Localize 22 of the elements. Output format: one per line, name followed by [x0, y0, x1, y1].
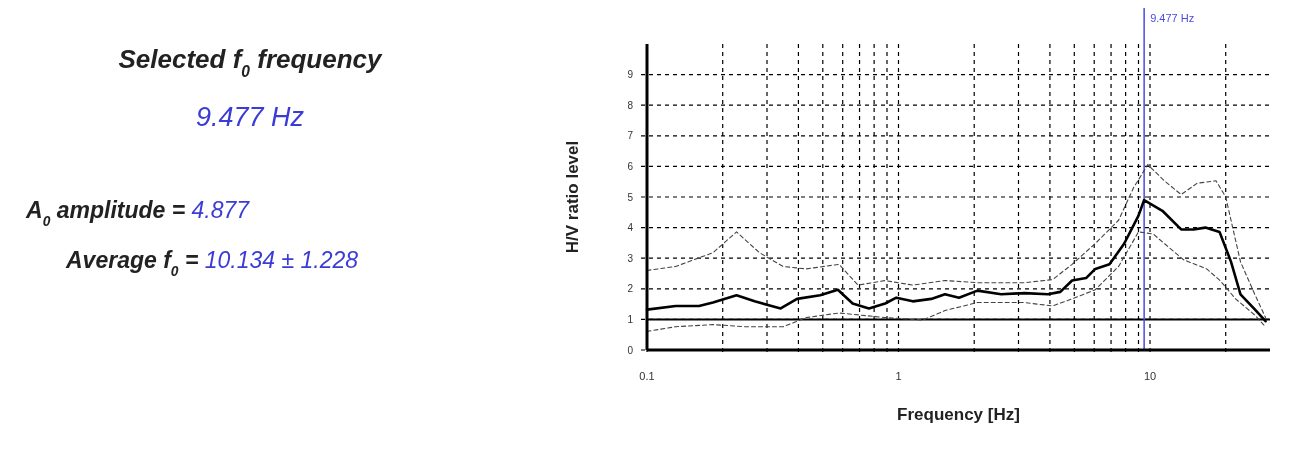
text: A$_{0}$ amplitude = — [25, 197, 192, 229]
text: 9.477 Hz — [195, 102, 305, 132]
x-tick-label: 1 — [895, 370, 902, 382]
ref-line-label: 9.477 Hz — [1150, 12, 1195, 24]
text: Selected f$_{0}$ frequency — [118, 44, 384, 80]
y-tick-label: 1 — [627, 313, 634, 325]
text: 10.134 ± 1.228 — [204, 247, 359, 273]
x-tick-label: 0.1 — [639, 370, 655, 382]
y-tick-label: 9 — [627, 69, 634, 81]
y-tick-label: 3 — [627, 252, 634, 264]
y-tick-label: 7 — [627, 130, 634, 142]
y-axis-title: H/V ratio level — [563, 140, 582, 254]
y-tick-label: 2 — [627, 283, 634, 295]
text: Average f$_{0}$ = — [65, 247, 205, 279]
x-tick-label: 10 — [1143, 370, 1157, 382]
x-axis-title: Frequency [Hz] — [897, 405, 1020, 424]
text: 4.877 — [191, 197, 251, 223]
y-tick-label: 5 — [627, 191, 634, 203]
y-tick-label: 4 — [627, 222, 634, 234]
y-tick-label: 6 — [627, 160, 634, 172]
y-tick-label: 8 — [627, 99, 634, 111]
y-tick-label: 0 — [627, 344, 634, 356]
